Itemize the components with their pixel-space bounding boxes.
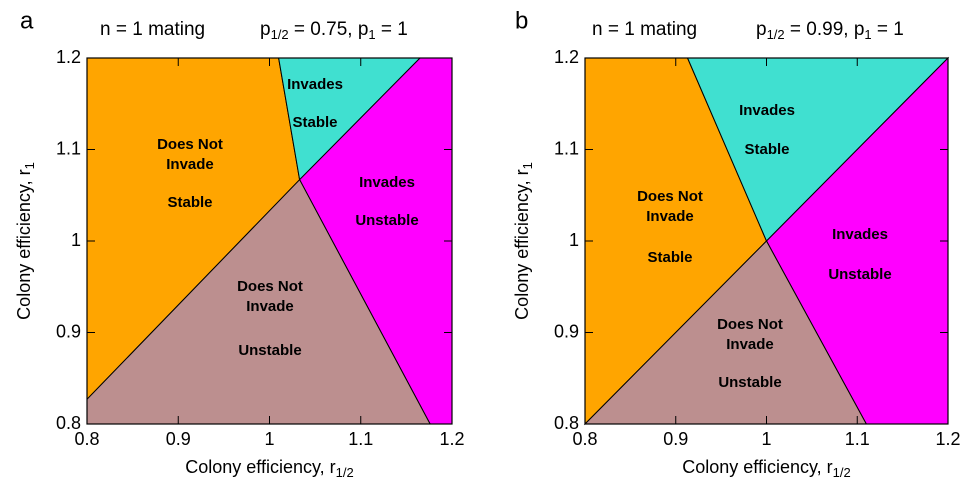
region-label: Stable xyxy=(292,114,337,131)
panel-subtitle: p1/2 = 0.99, p1 = 1 xyxy=(756,19,904,42)
text-part: = 1 xyxy=(872,19,904,40)
region-label: Unstable xyxy=(828,266,891,283)
x-tick-label: 1.2 xyxy=(935,429,960,449)
text-part: = 0.99, p xyxy=(785,19,865,40)
x-tick-label: 1.1 xyxy=(845,429,870,449)
subscript: 1 xyxy=(520,162,535,169)
subscript: 1 xyxy=(22,162,37,169)
x-axis-label: Colony efficiency, r1/2 xyxy=(682,457,850,481)
region-label: Invade xyxy=(646,208,694,225)
panel-letter: b xyxy=(515,7,528,34)
subscript: 1 xyxy=(864,27,871,42)
subscript: 1/2 xyxy=(336,465,354,480)
text-part: Colony efficiency, r xyxy=(185,457,335,477)
text-part: n = 1 mating xyxy=(592,19,697,40)
text-part: Colony efficiency, r xyxy=(682,457,832,477)
text-part: n = 1 mating xyxy=(100,19,205,40)
subscript: 1/2 xyxy=(271,27,289,42)
y-tick-label: 0.8 xyxy=(56,413,81,433)
y-tick-label: 1.2 xyxy=(56,47,81,67)
region-label: Does Not xyxy=(637,188,703,205)
x-tick-label: 0.8 xyxy=(74,429,99,449)
x-axis-label: Colony efficiency, r1/2 xyxy=(185,457,353,481)
panel-title: n = 1 mating xyxy=(100,19,205,40)
region-label: Invades xyxy=(739,102,795,119)
text-part: p xyxy=(260,19,271,40)
region-label: Invade xyxy=(166,156,214,173)
region-label: Invades xyxy=(832,226,888,243)
subscript: 1/2 xyxy=(833,465,851,480)
region-label: Invades xyxy=(287,76,343,93)
x-tick-label: 1 xyxy=(264,429,274,449)
y-tick-label: 1.1 xyxy=(554,138,579,158)
region-label: Does Not xyxy=(237,278,303,295)
region-label: Unstable xyxy=(238,342,301,359)
region-label: Invade xyxy=(726,336,774,353)
subscript: 1 xyxy=(368,27,375,42)
region-label: Invades xyxy=(359,174,415,191)
region-label: Unstable xyxy=(355,212,418,229)
region-label: Invade xyxy=(246,298,294,315)
x-tick-label: 0.9 xyxy=(166,429,191,449)
panel-title: n = 1 mating xyxy=(592,19,697,40)
text-part: = 0.75, p xyxy=(289,19,369,40)
y-axis-label: Colony efficiency, r1 xyxy=(14,162,38,320)
text-part: = 1 xyxy=(376,19,408,40)
x-tick-label: 1.1 xyxy=(348,429,373,449)
panel-letter: a xyxy=(20,7,34,34)
panel-subtitle: p1/2 = 0.75, p1 = 1 xyxy=(260,19,408,42)
region-label: Does Not xyxy=(717,316,783,333)
text-part: p xyxy=(756,19,767,40)
y-tick-label: 0.9 xyxy=(56,321,81,341)
x-tick-label: 1 xyxy=(761,429,771,449)
region-label: Stable xyxy=(167,194,212,211)
region-label: Does Not xyxy=(157,136,223,153)
y-tick-label: 1.1 xyxy=(56,138,81,158)
x-tick-label: 0.8 xyxy=(572,429,597,449)
y-tick-label: 1.2 xyxy=(554,47,579,67)
y-tick-label: 1 xyxy=(569,230,579,250)
text-part: Colony efficiency, r xyxy=(512,169,532,319)
region-label: Unstable xyxy=(718,374,781,391)
region-label: Stable xyxy=(744,141,789,158)
x-tick-label: 1.2 xyxy=(439,429,464,449)
y-tick-label: 0.9 xyxy=(554,321,579,341)
x-tick-label: 0.9 xyxy=(663,429,688,449)
y-tick-label: 0.8 xyxy=(554,413,579,433)
region-label: Stable xyxy=(647,249,692,266)
subscript: 1/2 xyxy=(767,27,785,42)
text-part: Colony efficiency, r xyxy=(14,169,34,319)
y-axis-label: Colony efficiency, r1 xyxy=(512,162,536,320)
y-tick-label: 1 xyxy=(71,230,81,250)
